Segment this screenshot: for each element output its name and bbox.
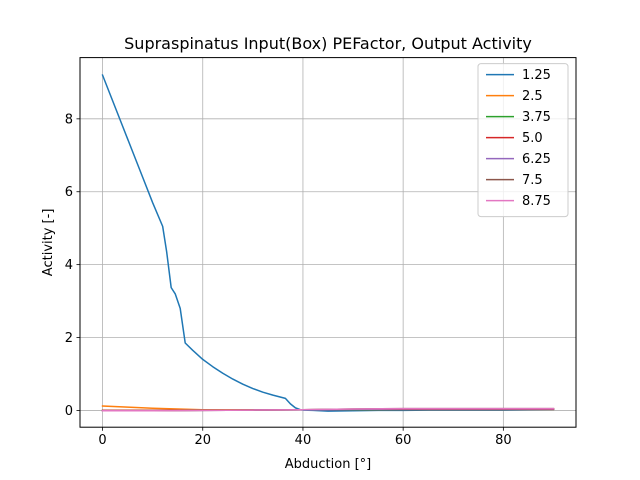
legend: 1.25 2.5 3.75 5.0 6.25 7.5 8.75 [477, 63, 569, 218]
y-tick-label: 4 [65, 258, 73, 273]
x-axis-title: Abduction [°] [285, 457, 371, 472]
x-tick-label: 60 [395, 433, 412, 448]
y-tick-label: 8 [65, 112, 73, 127]
series-line-1-25 [101, 74, 555, 412]
x-tick-label: 80 [495, 433, 512, 448]
x-tick-label: 40 [295, 433, 312, 448]
x-tick-label: 20 [194, 433, 211, 448]
y-tick-label: 2 [65, 331, 73, 346]
x-tick-label: 0 [98, 433, 106, 448]
legend-label: 1.25 [522, 68, 551, 83]
legend-label: 3.75 [522, 110, 551, 125]
chart-title: Supraspinatus Input(Box) PEFactor, Outpu… [124, 34, 532, 53]
legend-label: 7.5 [522, 173, 543, 188]
legend-label: 5.0 [522, 131, 543, 146]
y-axis-title: Activity [-] [41, 209, 56, 277]
plot-frame [79, 57, 577, 428]
y-tick-label: 6 [65, 185, 73, 200]
series-lines [101, 74, 555, 412]
axis-ticks: 0 20 40 60 80 0 2 4 6 8 [65, 112, 512, 448]
legend-label: 6.25 [522, 152, 551, 167]
series-line-8-75 [101, 407, 555, 412]
y-tick-label: 0 [65, 404, 73, 419]
legend-label: 8.75 [522, 194, 551, 209]
legend-label: 2.5 [522, 89, 543, 104]
legend-box [477, 63, 569, 218]
